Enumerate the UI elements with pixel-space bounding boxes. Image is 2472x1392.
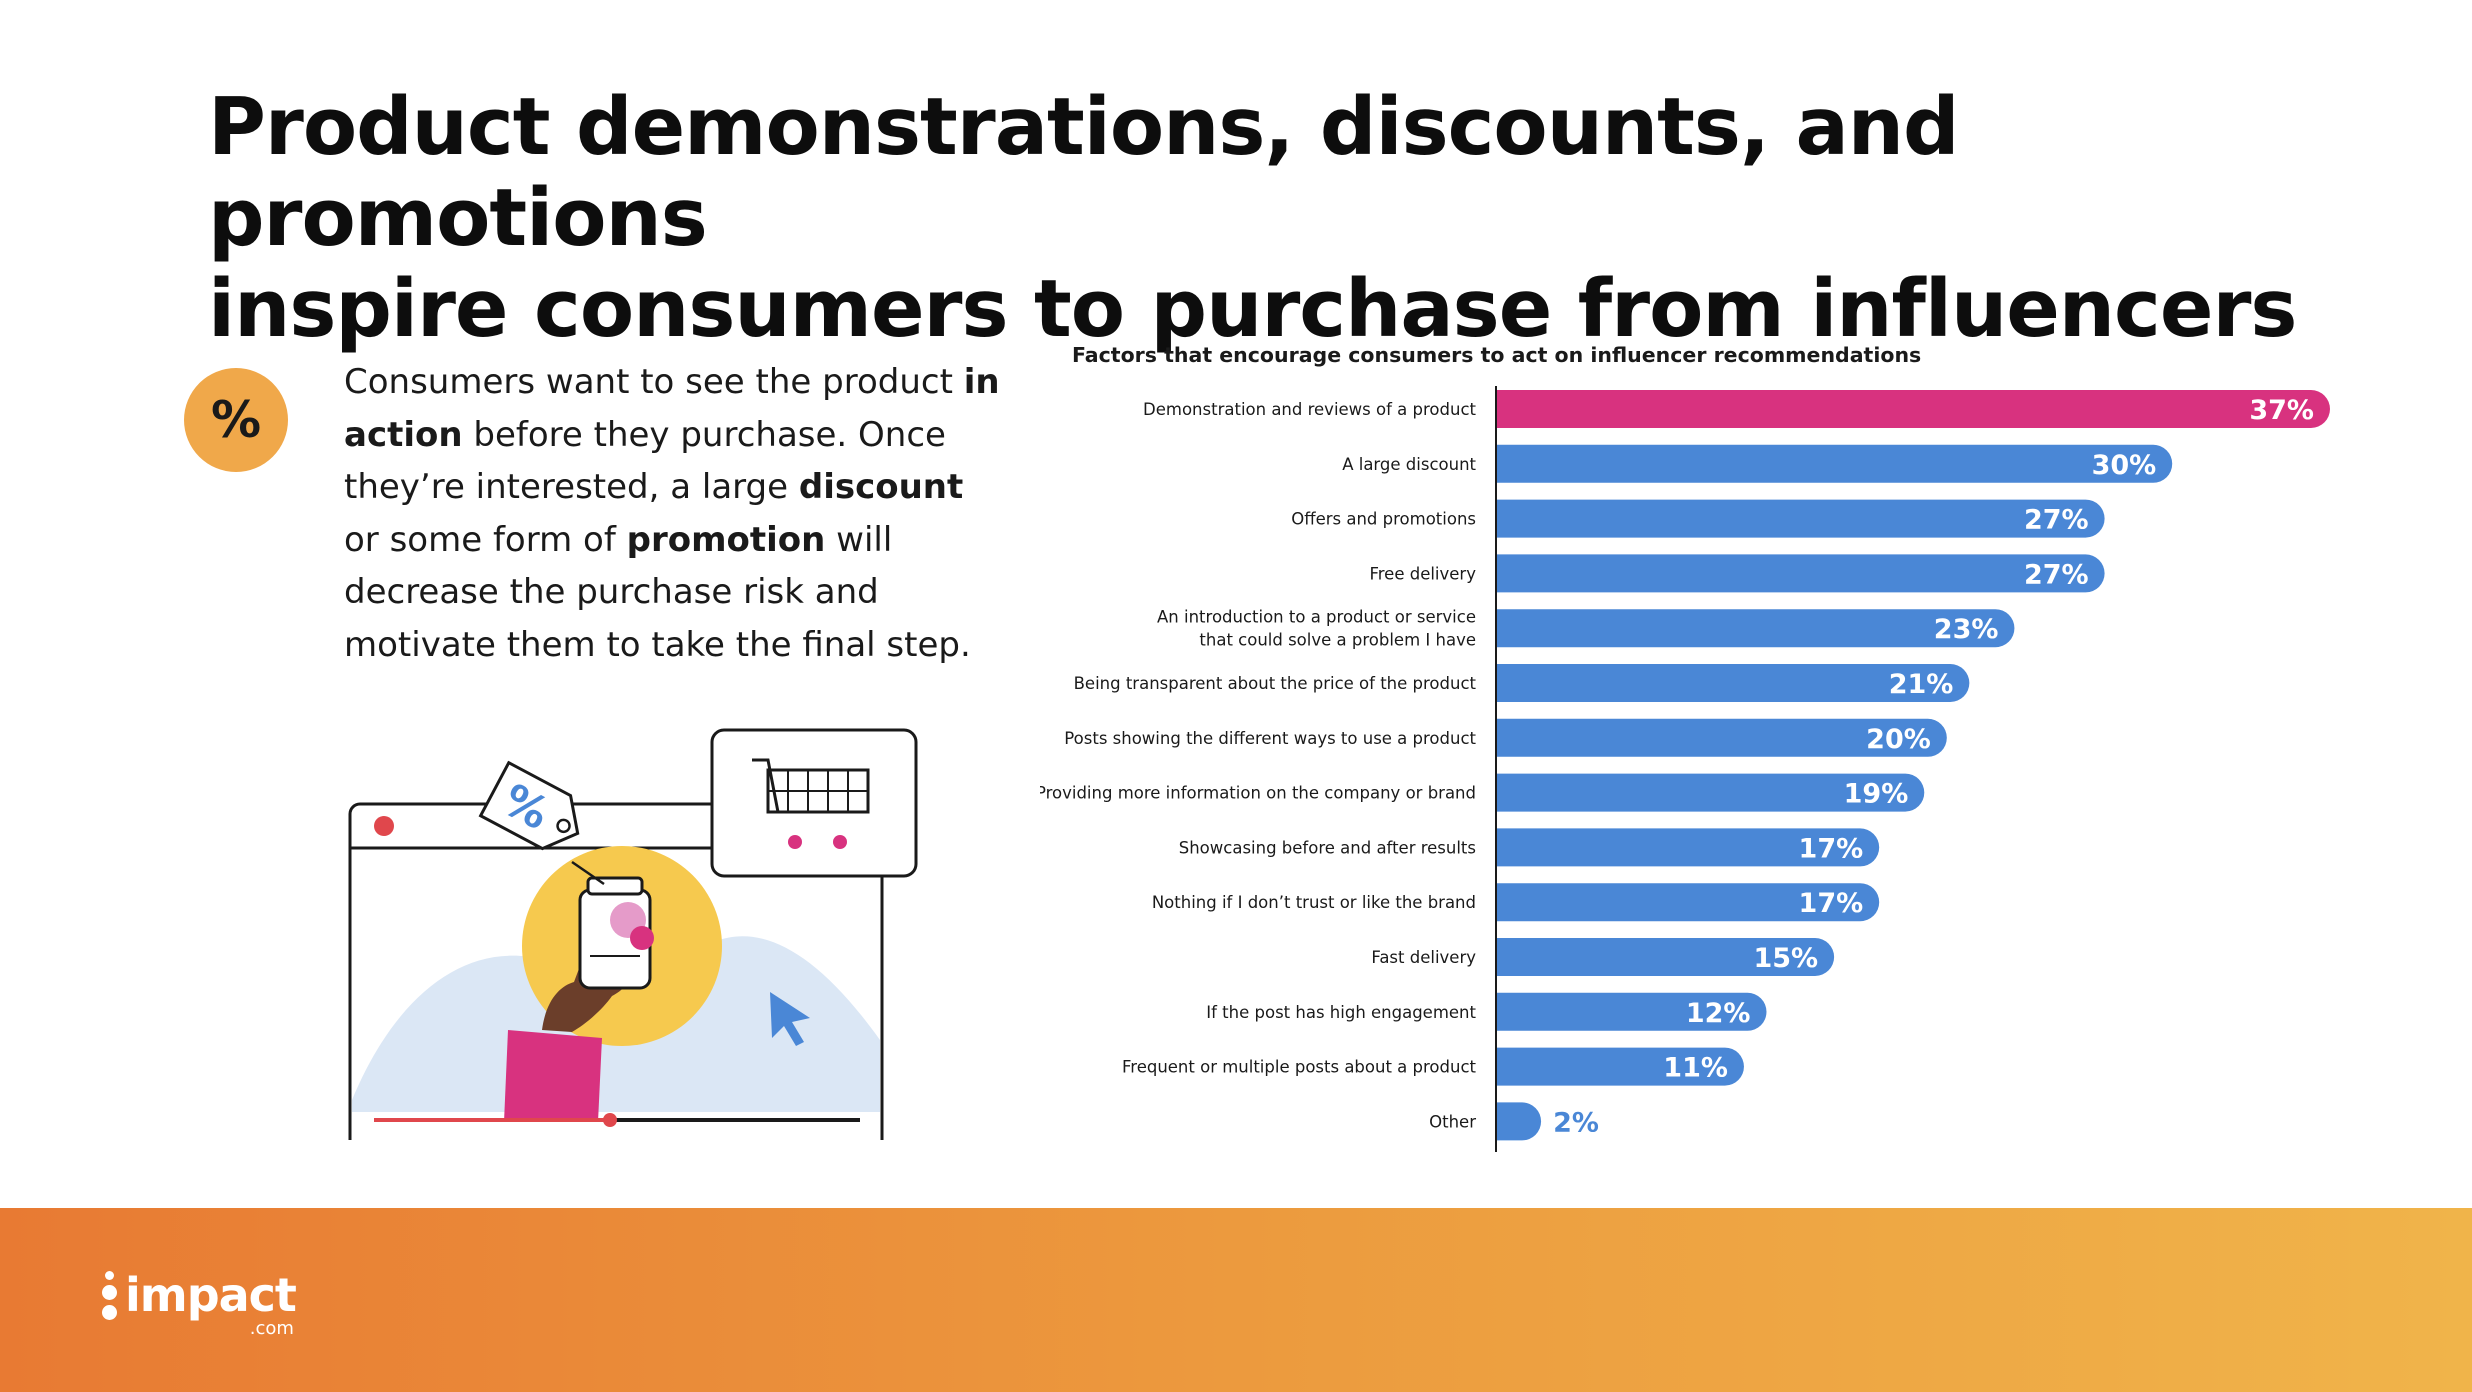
browser-record-dot-icon: [374, 816, 394, 836]
chart-category-label: Frequent or multiple posts about a produ…: [1122, 1058, 1477, 1077]
chart-value-label: 27%: [2024, 559, 2089, 590]
chart-bar: [1496, 1047, 1744, 1086]
body-copy: Consumers want to see the product in act…: [344, 356, 1004, 671]
impact-logo-wordmark: impact .com: [125, 1268, 297, 1339]
cart-wheel-icon: [788, 835, 802, 849]
percent-badge-symbol: %: [210, 391, 262, 449]
chart-value-label: 12%: [1686, 998, 1751, 1029]
mouse-cursor-icon: [770, 992, 810, 1046]
price-tag-shape: [478, 760, 580, 851]
chart-value-label: 2%: [1553, 1107, 1599, 1138]
shopping-video-illustration: %: [348, 728, 918, 1140]
page-title: Product demonstrations, discounts, and p…: [208, 82, 2358, 355]
chart-bar: [1496, 773, 1925, 812]
body-copy-emphasis: in action: [344, 362, 1000, 455]
price-tag-string: [571, 860, 605, 886]
chart-bar: [1496, 444, 2173, 483]
price-tag-hole: [556, 818, 571, 834]
product-jar-lid-icon: [586, 876, 644, 896]
page-title-line-1: Product demonstrations, discounts, and p…: [208, 81, 1960, 264]
chart-category-label: Nothing if I don’t trust or like the bra…: [1152, 893, 1476, 912]
chart-value-label: 17%: [1799, 888, 1864, 919]
chart-category-label: An introduction to a product or service: [1157, 608, 1476, 627]
chart-value-label: 17%: [1799, 833, 1864, 864]
body-copy-segment: Consumers want to see the product: [344, 362, 964, 402]
body-copy-emphasis: discount: [798, 467, 964, 507]
chart-category-label: Other: [1429, 1112, 1476, 1131]
chart-bars: [1496, 390, 2330, 1141]
body-copy-segment: before they purchase. Once they’re inter…: [344, 414, 946, 508]
chart-value-label: 20%: [1866, 724, 1931, 755]
chart-category-label: Posts showing the different ways to use …: [1064, 729, 1476, 748]
factors-bar-chart: Factors that encourage consumers to act …: [1040, 343, 2330, 1152]
product-label-dot-shape: [630, 926, 654, 950]
pink-sleeve-shape: [504, 1030, 602, 1122]
chart-value-label: 27%: [2024, 505, 2089, 536]
chart-value-label: 21%: [1889, 669, 1954, 700]
body-copy-segment: or some form of: [344, 519, 627, 560]
chart-category-label: Demonstration and reviews of a product: [1143, 400, 1476, 419]
cart-wheel-icon: [833, 835, 847, 849]
chart-value-label: 11%: [1663, 1053, 1728, 1084]
chart-value-label: 15%: [1753, 943, 1818, 974]
chart-title: Factors that encourage consumers to act …: [1072, 343, 1921, 367]
impact-logo-suffix: .com: [249, 1318, 294, 1339]
chart-bar: [1496, 718, 1947, 757]
chart-category-label: If the post has high engagement: [1206, 1003, 1476, 1022]
cart-card-frame: [710, 728, 918, 878]
chart-category-labels: Demonstration and reviews of a product A …: [1040, 400, 1477, 1131]
chart-bar: [1496, 1102, 1542, 1141]
chart-bar: [1496, 554, 2105, 593]
page-title-line-2: inspire consumers to purchase from influ…: [208, 263, 2297, 355]
price-tag-icon: %: [478, 760, 580, 851]
chart-category-label: Free delivery: [1369, 564, 1476, 583]
chart-value-label: 37%: [2249, 395, 2314, 426]
chart-value-label: 23%: [1934, 614, 1999, 645]
video-progress-handle: [603, 1113, 617, 1127]
chart-bar: [1496, 609, 2015, 648]
chart-value-label: 19%: [1844, 779, 1909, 810]
chart-category-label: that could solve a problem I have: [1199, 631, 1476, 650]
chart-category-label: Fast delivery: [1371, 948, 1476, 967]
impact-logo: impact .com: [102, 1268, 297, 1339]
footer-band: impact .com: [0, 1208, 2472, 1392]
chart-category-label: Providing more information on the compan…: [1040, 784, 1476, 803]
chart-bar: [1496, 992, 1767, 1031]
shopping-cart-icon: [752, 758, 870, 849]
chart-category-label: Showcasing before and after results: [1179, 838, 1476, 857]
impact-logo-name: impact: [125, 1268, 297, 1322]
chart-bar: [1496, 664, 1970, 702]
chart-bar: [1496, 390, 2330, 428]
body-copy-emphasis: promotion: [626, 519, 826, 560]
chart-bar: [1496, 883, 1880, 922]
chart-category-label: A large discount: [1342, 455, 1476, 474]
chart-category-label: Offers and promotions: [1291, 510, 1476, 529]
chart-value-labels: 37%30%27%27%23%21%20%19%17%17%15%12%11%2…: [1553, 395, 2314, 1138]
chart-bar: [1496, 938, 1835, 976]
percent-badge-icon: %: [184, 368, 288, 472]
hand-icon: [542, 950, 629, 1032]
impact-logo-mark-icon: [102, 1270, 117, 1320]
chart-bar: [1496, 499, 2105, 538]
chart-value-label: 30%: [2092, 450, 2157, 481]
chart-bar: [1496, 828, 1880, 867]
body-copy-segment: will decrease the purchase risk and moti…: [344, 519, 971, 665]
chart-category-label: Being transparent about the price of the…: [1074, 674, 1477, 693]
